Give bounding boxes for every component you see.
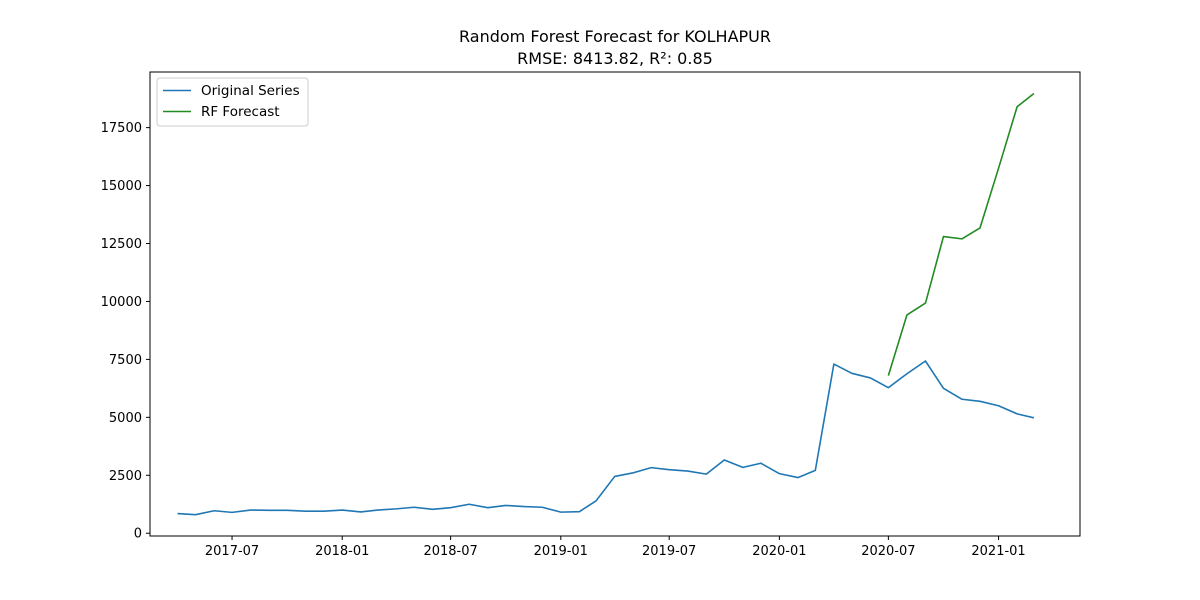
legend: Original Series RF Forecast xyxy=(156,77,309,127)
legend-frame xyxy=(156,77,309,127)
x-tick-label: 2019-07 xyxy=(642,544,696,559)
series-line-original-series xyxy=(177,360,1035,516)
x-tick-label: 2017-07 xyxy=(205,544,259,559)
y-tick-label: 5000 xyxy=(109,411,142,426)
x-tick-label: 2021-01 xyxy=(971,544,1025,559)
y-tick-label: 0 xyxy=(134,527,142,542)
x-tick-label: 2018-07 xyxy=(423,544,477,559)
y-tick-label: 2500 xyxy=(109,469,142,484)
chart-subtitle: RMSE: 8413.82, R²: 0.85 xyxy=(517,49,713,68)
series-line-rf-forecast xyxy=(887,92,1035,376)
y-tick-label: 17500 xyxy=(101,121,142,136)
x-tick-label: 2019-01 xyxy=(534,544,588,559)
y-tick-label: 15000 xyxy=(101,179,142,194)
y-tick-label: 12500 xyxy=(101,237,142,252)
y-tick-label: 10000 xyxy=(101,295,142,310)
axes: 2017-07 2018-01 2018-07 2019-01 2019-07 2020-… xyxy=(101,71,1081,559)
x-tick-label: 2018-01 xyxy=(315,544,369,559)
y-tick-label: 7500 xyxy=(109,353,142,368)
x-tick-label: 2020-01 xyxy=(752,544,806,559)
legend-label-original-series: Original Series xyxy=(201,83,300,99)
chart-title: Random Forest Forecast for KOLHAPUR xyxy=(459,27,771,46)
plot-lines xyxy=(177,92,1035,516)
x-tick-label: 2020-07 xyxy=(861,544,915,559)
legend-label-rf-forecast: RF Forecast xyxy=(201,104,280,120)
plot-frame xyxy=(149,71,1081,537)
